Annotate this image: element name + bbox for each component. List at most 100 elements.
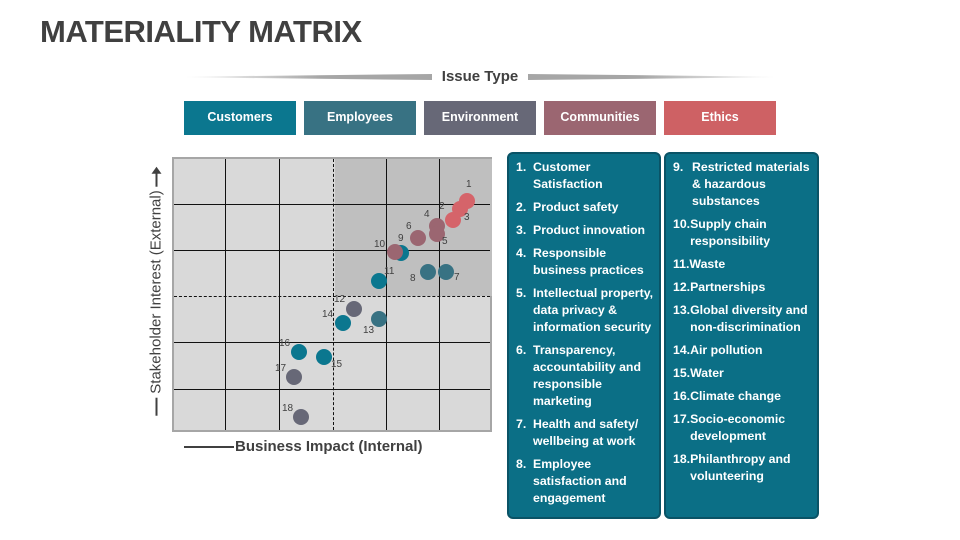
issue-text: Climate change bbox=[690, 389, 781, 403]
issue-number: 5. bbox=[516, 286, 527, 300]
issue-number: 16. bbox=[673, 389, 691, 403]
issue-list-item: 2. Product safety bbox=[516, 199, 655, 216]
issue-number: 9. bbox=[673, 160, 684, 174]
data-point-label: 11 bbox=[384, 266, 395, 277]
quadrant-divider-vertical bbox=[333, 159, 334, 430]
issue-list-item: 5. Intellectual property, data privacy & … bbox=[516, 285, 655, 336]
data-point-label: 13 bbox=[363, 325, 375, 336]
data-point bbox=[293, 409, 309, 425]
issue-list-item: 7. Health and safety/ wellbeing at work bbox=[516, 416, 655, 450]
data-point bbox=[346, 301, 362, 317]
legend-employees: Employees bbox=[304, 101, 416, 135]
issue-type-legend: Customers Employees Environment Communit… bbox=[184, 101, 776, 135]
issue-number: 15. bbox=[673, 366, 691, 380]
issue-list-item: 8. Employee satisfaction and engagement bbox=[516, 456, 655, 507]
data-point-label: 10 bbox=[374, 239, 386, 250]
issue-list-item: 18. Philanthropy and volunteering bbox=[673, 451, 813, 485]
data-point-label: 3 bbox=[464, 212, 470, 223]
issue-text: Air pollution bbox=[690, 343, 763, 357]
issue-type-divider-left bbox=[185, 74, 432, 80]
issue-number: 14. bbox=[673, 343, 691, 357]
issue-text: Supply chain responsibility bbox=[690, 217, 771, 248]
high-materiality-quadrant bbox=[335, 159, 492, 296]
data-point bbox=[371, 311, 387, 327]
data-point bbox=[420, 264, 436, 280]
issue-number: 6. bbox=[516, 343, 527, 357]
issue-list-item: 12. Partnerships bbox=[673, 279, 813, 296]
data-point bbox=[387, 244, 403, 260]
grid-line bbox=[174, 389, 490, 390]
grid-line bbox=[174, 204, 490, 205]
issue-list-item: 10. Supply chain responsibility bbox=[673, 216, 813, 250]
issue-text: Product safety bbox=[533, 200, 619, 214]
issue-number: 2. bbox=[516, 200, 527, 214]
data-point-label: 18 bbox=[282, 403, 294, 414]
issue-list-item: 14. Air pollution bbox=[673, 342, 813, 359]
page-title: MATERIALITY MATRIX bbox=[40, 14, 362, 49]
data-point-label: 15 bbox=[331, 359, 343, 370]
issue-text: Product innovation bbox=[533, 223, 646, 237]
y-axis-title: Stakeholder Interest (External) bbox=[147, 190, 165, 394]
data-point-label: 9 bbox=[398, 233, 404, 244]
issue-list-item: 1. Customer Satisfaction bbox=[516, 159, 655, 193]
issue-number: 13. bbox=[673, 303, 691, 317]
issue-list-item: 3. Product innovation bbox=[516, 222, 655, 239]
y-axis-label: Stakeholder Interest (External) bbox=[136, 152, 176, 436]
issue-list-item: 6. Transparency, accountability and respo… bbox=[516, 342, 655, 410]
data-point bbox=[335, 315, 351, 331]
issue-number: 3. bbox=[516, 223, 527, 237]
grid-line bbox=[174, 342, 490, 343]
legend-environment: Environment bbox=[424, 101, 536, 135]
issue-list-item: 11. Waste bbox=[673, 256, 813, 273]
data-point bbox=[371, 273, 387, 289]
data-point-label: 5 bbox=[442, 236, 448, 247]
grid-line bbox=[386, 159, 387, 430]
issue-list-item: 15. Water bbox=[673, 365, 813, 382]
legend-ethics: Ethics bbox=[664, 101, 776, 135]
issue-text: Transparency, accountability and respons… bbox=[533, 343, 641, 408]
up-arrow-icon bbox=[155, 172, 157, 187]
issue-text: Responsible business practices bbox=[533, 246, 644, 277]
data-point-label: 8 bbox=[410, 273, 416, 284]
data-point-label: 16 bbox=[279, 338, 291, 349]
issue-number: 1. bbox=[516, 160, 527, 174]
issue-number: 10. bbox=[673, 217, 691, 231]
quadrant-divider-horizontal bbox=[174, 296, 490, 297]
x-axis-title: Business Impact (Internal) bbox=[235, 438, 423, 455]
issue-text: Socio-economic development bbox=[690, 412, 786, 443]
issue-list-item: 16. Climate change bbox=[673, 388, 813, 405]
issue-text: Intellectual property, data privacy & in… bbox=[533, 286, 654, 334]
issue-text: Philanthropy and volunteering bbox=[690, 452, 791, 483]
issue-text: Health and safety/ wellbeing at work bbox=[533, 417, 639, 448]
issue-list-item: 9. Restricted materials & hazardous subst… bbox=[673, 159, 813, 210]
data-point-label: 12 bbox=[334, 294, 346, 305]
grid-line bbox=[279, 159, 280, 430]
issue-text: Global diversity and non-discrimination bbox=[690, 303, 808, 334]
legend-customers: Customers bbox=[184, 101, 296, 135]
issue-type-title: Issue Type bbox=[441, 68, 519, 85]
grid-line bbox=[174, 250, 490, 251]
data-point bbox=[429, 226, 445, 242]
axis-line bbox=[155, 397, 157, 416]
issue-text: Water bbox=[690, 366, 724, 380]
issue-text: Restricted materials & hazardous substan… bbox=[692, 160, 810, 208]
issue-number: 17. bbox=[673, 412, 691, 426]
issue-number: 12. bbox=[673, 280, 691, 294]
grid-line bbox=[225, 159, 226, 430]
data-point-label: 4 bbox=[424, 209, 430, 220]
issue-number: 7. bbox=[516, 417, 527, 431]
materiality-plot: 1 2 3 4 5 6 7 8 9 10 11 12 13 14 15 16 17 18 bbox=[172, 157, 492, 432]
data-point bbox=[291, 344, 307, 360]
data-point bbox=[316, 349, 332, 365]
issue-list-item: 17. Socio-economic development bbox=[673, 411, 813, 445]
data-point bbox=[410, 230, 426, 246]
issue-number: 11. bbox=[673, 257, 690, 271]
data-point-label: 6 bbox=[406, 221, 412, 232]
issue-number: 4. bbox=[516, 246, 527, 260]
issue-type-divider-right bbox=[528, 74, 775, 80]
data-point bbox=[438, 264, 454, 280]
data-point-label: 2 bbox=[439, 201, 445, 212]
issue-number: 18. bbox=[673, 452, 691, 466]
issue-text: Partnerships bbox=[690, 280, 766, 294]
issue-list-item: 4. Responsible business practices bbox=[516, 245, 655, 279]
